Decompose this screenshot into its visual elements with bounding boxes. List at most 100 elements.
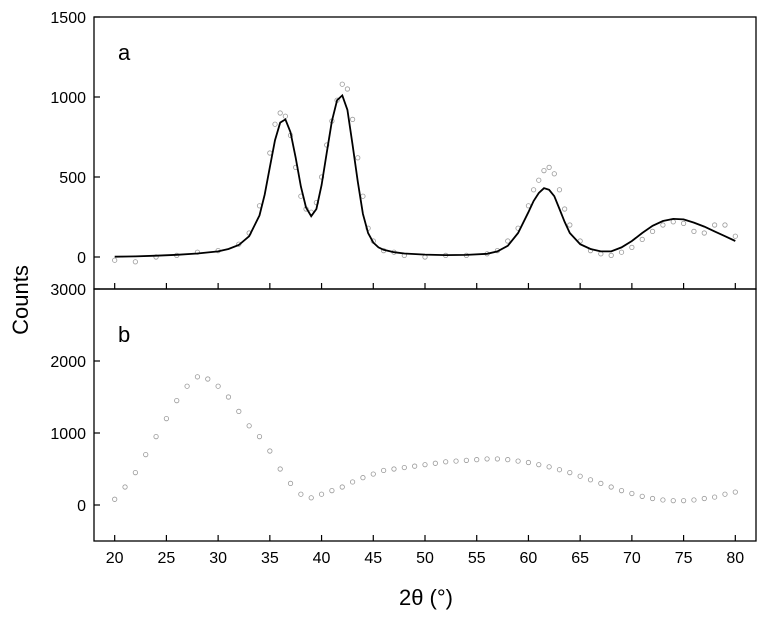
panel-b-data-point xyxy=(443,459,449,465)
panel-b-data-point xyxy=(515,458,521,464)
panel-b-data-point xyxy=(391,466,397,472)
panel-b-x-tick-label: 25 xyxy=(158,550,176,567)
panel-b-data-point xyxy=(484,456,490,462)
panel-a-data-point xyxy=(712,222,718,228)
panel-a-data-point xyxy=(680,220,687,226)
panel-a-data-point xyxy=(153,254,159,260)
panel-b-data-point xyxy=(349,479,356,485)
panel-b-data-point xyxy=(215,383,221,389)
panel-a-data-point xyxy=(722,222,728,228)
panel-a-data-point xyxy=(629,244,635,250)
panel-a-data-point xyxy=(349,116,356,123)
panel-b-data-point xyxy=(112,496,118,502)
panel-b-data-point xyxy=(670,498,676,504)
panel-b-x-tick-label: 30 xyxy=(209,550,227,567)
panel-a-data-point xyxy=(541,168,547,174)
panel-b-data-point xyxy=(381,467,387,474)
panel-b-data-point xyxy=(505,457,511,463)
panel-b-data-point xyxy=(494,456,501,462)
panel-a-data-point xyxy=(132,259,138,265)
panel-b-data-point xyxy=(639,493,645,499)
panel-b-data-point xyxy=(277,466,283,472)
panel-b-data-point xyxy=(225,394,232,400)
panel-a-data-point xyxy=(505,238,511,244)
panel-a-data-point xyxy=(531,187,537,193)
panel-b-x-tick-label: 45 xyxy=(364,550,382,567)
panel-a-data-point xyxy=(344,86,351,92)
panel-b-data-point xyxy=(370,471,376,477)
panel-b-data-point xyxy=(298,491,304,497)
panel-b-data-point xyxy=(556,467,563,473)
panel-a-data-point xyxy=(339,81,345,87)
x-axis-title: 2θ (°) xyxy=(399,585,453,610)
panel-b-data-point xyxy=(412,463,418,469)
panel-b-data-point xyxy=(701,495,707,502)
panel-b-data-point xyxy=(174,397,180,404)
panel-a-data-point xyxy=(701,230,707,236)
panel-b-data-point xyxy=(546,464,552,470)
panel-a-data-point xyxy=(639,236,645,242)
panel-b-data-point xyxy=(318,491,325,497)
panel-b-data-point xyxy=(525,459,532,466)
panel-b-x-tick-label: 75 xyxy=(675,550,693,567)
panel-b-x-tick-label: 65 xyxy=(571,550,589,567)
panel-b-y-tick-label: 3000 xyxy=(50,282,86,299)
panel-b-data-point xyxy=(153,433,159,440)
panel-b-data-point xyxy=(577,473,583,479)
panel-b-x-tick-label: 20 xyxy=(106,550,124,567)
panel-b-y-ticks: 0 1000 2000 3000 xyxy=(50,282,100,515)
panel-b-data-point xyxy=(163,415,170,422)
panel-b-x-tick-label: 50 xyxy=(416,550,434,567)
panel-b-data-point xyxy=(608,484,614,490)
panel-a-data-point xyxy=(567,222,573,228)
panel-a-x-ticks xyxy=(114,283,736,289)
panel-b-data-point xyxy=(308,495,314,501)
panel-a-fit-line xyxy=(114,93,736,258)
panel-a-data-point xyxy=(618,249,625,255)
panel-b-data-point xyxy=(722,491,728,497)
panel-a-data-point xyxy=(546,164,552,170)
panel-b-data-point xyxy=(432,460,438,466)
panel-b-data-point xyxy=(401,464,407,471)
panel-b-data-point xyxy=(205,376,211,382)
panel-b-data-point xyxy=(143,451,149,458)
panel-a-data-point xyxy=(355,155,361,161)
panel-b-data-point xyxy=(184,383,190,389)
panel-a-data-point xyxy=(112,257,118,263)
panel-b-data-point xyxy=(122,484,128,490)
panel-b-x-tick-label: 35 xyxy=(261,550,279,567)
panel-b-label: b xyxy=(118,322,130,347)
panel-b-data-point xyxy=(629,490,635,497)
panel-a-data-point xyxy=(272,121,278,127)
panel-a-data-point xyxy=(277,110,283,116)
panel-b-data-point xyxy=(567,469,573,476)
y-axis-title: Counts xyxy=(8,265,33,335)
panel-b-data-point xyxy=(236,408,242,414)
panel-b-data-point xyxy=(329,487,335,494)
panel-a-data-point xyxy=(562,206,568,212)
panel-b-data-point xyxy=(194,374,201,380)
panel-b-x-tick-label: 70 xyxy=(623,550,641,567)
panel-b-data-point xyxy=(598,480,604,486)
panel-b-data-point xyxy=(691,497,697,503)
panel-b-data-point xyxy=(712,494,718,500)
panel-b-data-point xyxy=(422,462,428,468)
panel-a-y-tick-label: 1500 xyxy=(50,10,86,27)
panel-b-x-tick-label: 80 xyxy=(726,550,744,567)
panel-a-data-point xyxy=(194,249,201,255)
panel-a-y-ticks: 0 500 1000 1500 xyxy=(50,10,100,267)
panel-a-data-point xyxy=(691,228,697,234)
panel-a-data-point xyxy=(556,187,563,193)
panel-a-data-point xyxy=(649,228,656,234)
panel-b-data-point xyxy=(536,462,542,468)
panel-b-data-point xyxy=(453,458,459,464)
panel-b-data-point xyxy=(267,448,273,454)
panel-b: 20 25 30 35 40 45 50 55 60 65 70 75 80 0 1000 2000 3000… xyxy=(50,282,757,567)
panel-b-data-point xyxy=(339,484,345,490)
panel-b-data-point xyxy=(649,495,656,502)
panel-b-data-point xyxy=(132,469,138,476)
panel-a-data-point xyxy=(732,233,738,239)
panel-b-data-point xyxy=(463,457,469,463)
panel-b-data-point xyxy=(660,497,666,503)
